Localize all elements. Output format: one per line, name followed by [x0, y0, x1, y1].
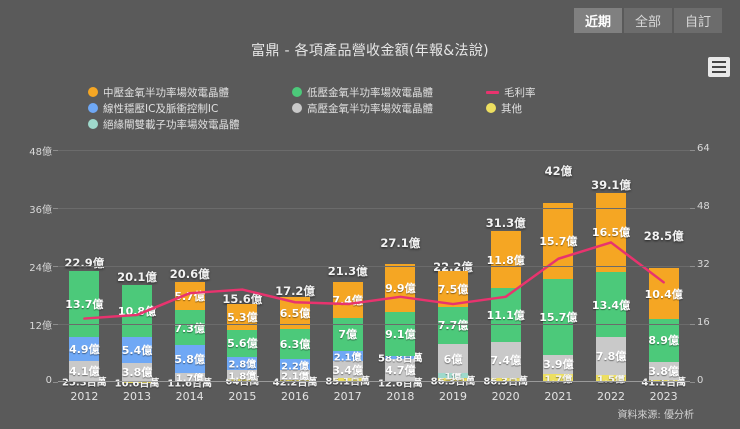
gridline — [58, 208, 690, 209]
y-axis-left-tick-label: 48億 — [29, 147, 52, 158]
bar-total-label: 31.3億 — [485, 215, 526, 230]
period-button-2[interactable]: 自訂 — [674, 8, 722, 33]
legend-item-0[interactable]: 中壓金氧半功率場效電晶體 — [88, 84, 288, 100]
x-axis-label: 2018 — [386, 390, 415, 403]
bar-total-label: 21.3億 — [327, 264, 368, 279]
y-axis-right-tick-mark — [690, 208, 695, 209]
x-axis-label: 2015 — [228, 390, 257, 403]
legend-label: 絕緣閘雙載子功率場效電晶體 — [103, 118, 240, 131]
x-axis-label: 2023 — [649, 390, 678, 403]
legend-item-4[interactable]: 高壓金氧半功率場效電晶體 — [292, 100, 482, 116]
legend-marker-icon — [486, 103, 496, 113]
y-axis-left-tick-label: 36億 — [29, 205, 52, 216]
y-axis-left-tick-mark — [53, 208, 58, 209]
bar-total-label: 17.2億 — [275, 283, 315, 298]
y-axis-right-tick-mark — [690, 150, 695, 151]
legend-marker-icon — [88, 119, 98, 129]
menu-line — [712, 71, 726, 73]
bar-total-label: 42億 — [544, 164, 573, 178]
bar-total-label: 20.1億 — [117, 269, 157, 284]
period-selector[interactable]: 近期 全部 自訂 — [574, 8, 722, 33]
legend-item-6[interactable]: 絕緣閘雙載子功率場效電晶體 — [88, 116, 288, 132]
legend-marker-icon — [88, 87, 98, 97]
gross-margin-line-layer — [58, 150, 690, 382]
legend-item-1[interactable]: 低壓金氧半功率場效電晶體 — [292, 84, 482, 100]
y-axis-left-tick-mark — [53, 382, 58, 383]
legend-marker-icon — [486, 90, 499, 94]
menu-line — [712, 66, 726, 68]
y-axis-right-tick-label: 16 — [697, 317, 710, 328]
legend-marker-icon — [292, 87, 302, 97]
x-axis-label: 2016 — [281, 390, 309, 403]
bar-total-label: 27.1億 — [380, 236, 421, 251]
y-axis-left-tick-label: 12億 — [29, 321, 52, 332]
y-axis-right-tick-mark — [690, 266, 695, 267]
x-axis-label: 2012 — [70, 390, 99, 403]
period-button-0[interactable]: 近期 — [574, 8, 622, 33]
bar-total-label: 28.5億 — [643, 229, 684, 244]
x-axis-label: 2019 — [439, 390, 467, 403]
y-axis-right-tick-mark — [690, 324, 695, 325]
legend-marker-icon — [88, 103, 98, 113]
legend-item-5[interactable]: 其他 — [486, 100, 606, 116]
gridline — [58, 266, 690, 267]
legend-label: 線性穩壓IC及脈衝控制IC — [103, 102, 219, 115]
y-axis-left-tick-mark — [53, 324, 58, 325]
legend-item-2[interactable]: 毛利率 — [486, 84, 606, 100]
chart-title: 富鼎 - 各項產品營收金額(年報&法說) — [251, 43, 489, 59]
x-axis-label: 2021 — [544, 390, 573, 403]
x-axis-baseline — [58, 381, 690, 382]
data-source-label: 資料來源: 優分析 — [617, 410, 694, 421]
period-button-1[interactable]: 全部 — [624, 8, 672, 33]
chart-legend: 中壓金氧半功率場效電晶體 低壓金氧半功率場效電晶體 毛利率線性穩壓IC及脈衝控制IC… — [88, 84, 668, 132]
hamburger-menu-icon[interactable] — [708, 57, 730, 77]
legend-item-3[interactable]: 線性穩壓IC及脈衝控制IC — [88, 100, 288, 116]
x-axis-label: 2022 — [597, 390, 625, 403]
x-axis-label: 2020 — [491, 390, 520, 403]
legend-label: 高壓金氧半功率場效電晶體 — [307, 102, 433, 115]
y-axis-right-tick-label: 64 — [697, 143, 710, 154]
legend-label: 中壓金氧半功率場效電晶體 — [103, 86, 229, 99]
y-axis-right-tick-label: 48 — [697, 201, 710, 212]
legend-label: 毛利率 — [504, 86, 536, 99]
y-axis-left-tick-mark — [53, 150, 58, 151]
bar-total-label: 20.6億 — [169, 267, 210, 282]
gridline — [58, 324, 690, 325]
x-axis-label: 2017 — [333, 390, 362, 403]
plot-area: 22.9億 25.3百萬 4.1億 4.9億 13.7億 20.1億 10.6百萬 3.8億 5… — [29, 143, 709, 389]
legend-label: 低壓金氧半功率場效電晶體 — [307, 86, 433, 99]
menu-line — [712, 61, 726, 63]
y-axis-left-tick-label: 24億 — [29, 263, 52, 274]
x-axis-label: 2014 — [175, 390, 204, 403]
gross-margin-line — [84, 242, 663, 318]
legend-label: 其他 — [501, 102, 522, 115]
x-axis: 2012 2013 2014 2015 2016 2017 2018 2019 2020 2021… — [58, 390, 690, 406]
bar-total-label: 15.6億 — [222, 291, 263, 306]
y-axis-right-tick-label: 32 — [697, 259, 710, 270]
y-axis-left-tick-label: 0 — [45, 375, 52, 386]
gridline — [58, 150, 690, 151]
legend-marker-icon — [292, 103, 302, 113]
bar-total-label: 39.1億 — [591, 178, 631, 193]
y-axis-right-tick-mark — [690, 382, 695, 383]
y-axis-left-tick-mark — [53, 266, 58, 267]
y-axis-right-tick-label: 0 — [697, 375, 704, 386]
x-axis-label: 2013 — [123, 390, 151, 403]
